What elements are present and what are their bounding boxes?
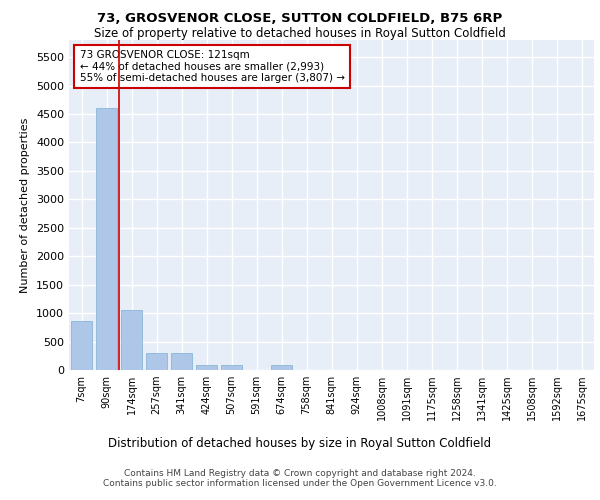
Bar (71, 320, 92, 370)
Text: Contains HM Land Registry data © Crown copyright and database right 2024.: Contains HM Land Registry data © Crown c… (124, 468, 476, 477)
Bar (196, 366, 217, 370)
Bar (146, 353, 167, 370)
Bar (221, 366, 242, 370)
Text: Distribution of detached houses by size in Royal Sutton Coldfield: Distribution of detached houses by size … (109, 437, 491, 450)
Bar (271, 366, 292, 370)
Bar (121, 310, 142, 370)
Text: 73 GROSVENOR CLOSE: 121sqm
← 44% of detached houses are smaller (2,993)
55% of s: 73 GROSVENOR CLOSE: 121sqm ← 44% of deta… (79, 50, 344, 83)
Y-axis label: Number of detached properties: Number of detached properties (20, 118, 31, 292)
Text: 73, GROSVENOR CLOSE, SUTTON COLDFIELD, B75 6RP: 73, GROSVENOR CLOSE, SUTTON COLDFIELD, B… (97, 12, 503, 26)
Bar (171, 353, 192, 370)
Bar (96, 108, 117, 370)
Text: Size of property relative to detached houses in Royal Sutton Coldfield: Size of property relative to detached ho… (94, 28, 506, 40)
Text: Contains public sector information licensed under the Open Government Licence v3: Contains public sector information licen… (103, 478, 497, 488)
